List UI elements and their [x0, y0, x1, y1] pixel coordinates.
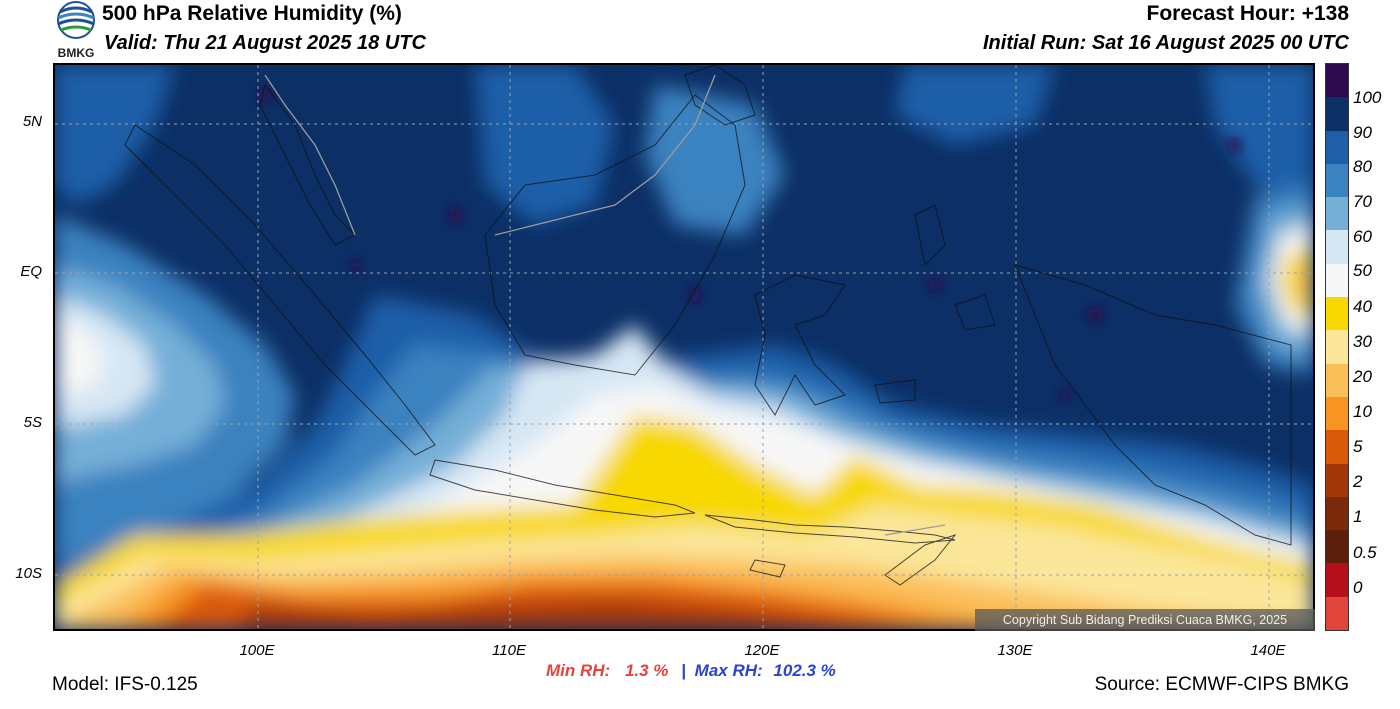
colorbar-label-0-5: 0.5	[1353, 543, 1377, 562]
colorbar-segment	[1326, 97, 1348, 132]
colorbar-label-90: 90	[1353, 123, 1372, 142]
colorbar-label-10: 10	[1353, 402, 1372, 421]
valid-time: Valid: Thu 21 August 2025 18 UTC	[104, 32, 426, 54]
colorbar-segment	[1326, 130, 1348, 165]
colorbar-segment	[1326, 330, 1348, 365]
min-rh-value: 1.3 %	[624, 661, 669, 680]
colorbar-segment	[1326, 363, 1348, 398]
chart-title: 500 hPa Relative Humidity (%)	[102, 2, 402, 25]
bmkg-logo	[52, 0, 100, 60]
colorbar-segment	[1326, 230, 1348, 265]
colorbar-segment	[1326, 463, 1348, 498]
lat-label-eq: EQ	[20, 263, 42, 280]
lat-label-10s: 10S	[15, 565, 42, 582]
colorbar-segment	[1326, 530, 1348, 564]
colorbar-segment	[1326, 396, 1348, 431]
lat-label-5n: 5N	[22, 113, 42, 130]
lat-label-5s: 5S	[23, 414, 42, 431]
colorbar-label-0: 0	[1353, 578, 1363, 597]
colorbar-segment	[1326, 197, 1348, 231]
forecast-hour: Forecast Hour: +138	[1146, 2, 1350, 25]
copyright-notice: Copyright Sub Bidang Prediksi Cuaca BMKG…	[975, 609, 1315, 631]
lon-label-100e: 100E	[239, 642, 275, 659]
colorbar-label-20: 20	[1353, 367, 1372, 386]
colorbar-label-60: 60	[1353, 227, 1372, 246]
colorbar-label-5: 5	[1353, 437, 1363, 456]
colorbar-label-2: 2	[1353, 472, 1363, 491]
logo-text: BMKG	[57, 46, 95, 60]
colorbar-segment	[1326, 163, 1348, 198]
lon-label-140e: 140E	[1250, 642, 1286, 659]
colorbar-label-50: 50	[1353, 261, 1372, 280]
model-info: Model: IFS-0.125	[52, 674, 198, 695]
colorbar-label-80: 80	[1353, 157, 1372, 176]
humidity-map[interactable]	[53, 63, 1315, 631]
colorbar-segment	[1326, 297, 1348, 331]
stats-separator: |	[681, 661, 686, 680]
colorbar-label-30: 30	[1353, 332, 1372, 351]
colorbar-label-40: 40	[1353, 297, 1372, 316]
rh-stats: Min RH: 1.3 % | Max RH: 102.3 %	[546, 661, 836, 681]
colorbar-segment	[1326, 496, 1348, 531]
colorbar-segment	[1326, 430, 1348, 465]
max-rh-value: 102.3 %	[773, 661, 836, 680]
max-rh-label: Max RH:	[694, 661, 763, 680]
colorbar-segment	[1326, 563, 1348, 598]
colorbar	[1325, 63, 1349, 631]
lon-label-110e: 110E	[492, 642, 526, 659]
lon-label-130e: 130E	[997, 642, 1033, 659]
colorbar-segment	[1326, 64, 1348, 98]
colorbar-label-1: 1	[1353, 507, 1363, 526]
lon-label-120e: 120E	[744, 642, 780, 659]
initial-run: Initial Run: Sat 16 August 2025 00 UTC	[982, 32, 1349, 54]
colorbar-segment	[1326, 263, 1348, 298]
source-info: Source: ECMWF-CIPS BMKG	[1094, 674, 1349, 695]
colorbar-label-70: 70	[1353, 192, 1372, 211]
colorbar-label-100: 100	[1353, 88, 1382, 107]
min-rh-label: Min RH:	[546, 661, 611, 680]
colorbar-segment	[1326, 596, 1348, 631]
